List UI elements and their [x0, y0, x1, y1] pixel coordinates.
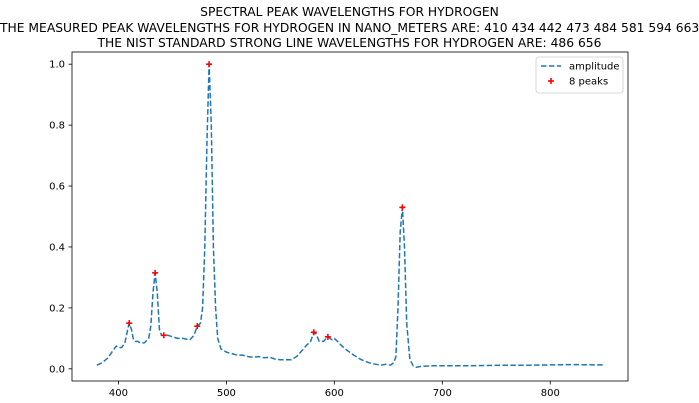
y-tick-label: 0.2 [49, 303, 65, 314]
peak-marker [126, 320, 133, 327]
y-tick-label: 0.4 [49, 242, 65, 253]
legend-label-peaks: 8 peaks [569, 77, 608, 88]
peak-marker [310, 329, 317, 336]
peak-marker [152, 269, 159, 276]
y-tick-label: 0.8 [49, 121, 65, 132]
x-tick-label: 400 [109, 388, 128, 399]
legend-marker-peaks [548, 78, 554, 84]
x-tick-label: 500 [217, 388, 236, 399]
peak-marker [324, 333, 331, 340]
x-tick-label: 600 [325, 388, 344, 399]
peak-marker [194, 323, 201, 330]
chart-title: SPECTRAL PEAK WAVELENGTHS FOR HYDROGEN [200, 5, 499, 19]
peak-marker [399, 204, 406, 211]
axes: 400 500 600 700 800 0.0 0.2 0.4 0.6 0.8 1.0 [49, 60, 560, 399]
x-tick-label: 700 [433, 388, 452, 399]
legend: amplitude 8 peaks [535, 56, 624, 94]
chart-subtitle-nist: THE NIST STANDARD STRONG LINE WAVELENGTH… [97, 36, 602, 50]
y-tick-label: 1.0 [49, 60, 65, 71]
chart-title-block: SPECTRAL PEAK WAVELENGTHS FOR HYDROGEN T… [0, 5, 699, 52]
peak-marker [206, 61, 213, 68]
peak-marker [160, 332, 167, 339]
y-tick-label: 0.6 [49, 182, 65, 193]
plot-area [96, 61, 605, 369]
plot-frame [71, 51, 629, 382]
x-tick-label: 800 [541, 388, 560, 399]
legend-label-amplitude: amplitude [569, 62, 620, 73]
chart-subtitle-measured: THE MEASURED PEAK WAVELENGTHS FOR HYDROG… [0, 20, 699, 35]
series-amplitude-line [96, 63, 605, 369]
y-tick-label: 0.0 [49, 364, 65, 375]
